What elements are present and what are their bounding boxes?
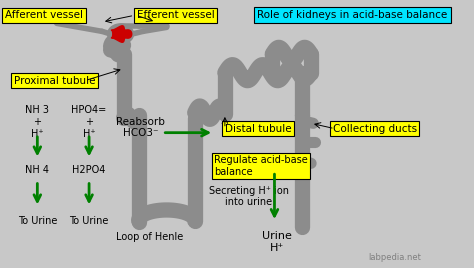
Text: Proximal tubule: Proximal tubule [14, 76, 95, 86]
Text: NH 4: NH 4 [25, 165, 49, 175]
Polygon shape [111, 26, 132, 42]
Text: Distal tubule: Distal tubule [225, 124, 292, 134]
Text: Afferent vessel: Afferent vessel [5, 10, 83, 20]
Text: Efferent vessel: Efferent vessel [137, 10, 214, 20]
Text: H2PO4: H2PO4 [73, 165, 106, 175]
Text: NH 3
+
H⁺: NH 3 + H⁺ [25, 105, 49, 139]
Text: Urine
H⁺: Urine H⁺ [262, 231, 292, 253]
Text: Reabsorb
HCO3⁻: Reabsorb HCO3⁻ [117, 117, 165, 138]
Text: To Urine: To Urine [18, 216, 57, 226]
Text: Secreting H⁺ ion
into urine: Secreting H⁺ ion into urine [209, 186, 289, 207]
Text: Role of kidneys in acid-base balance: Role of kidneys in acid-base balance [257, 10, 447, 20]
Text: Regulate acid-base
balance: Regulate acid-base balance [214, 155, 308, 177]
Text: HPO4=
+
H⁺: HPO4= + H⁺ [72, 105, 107, 139]
Text: Collecting ducts: Collecting ducts [333, 124, 417, 134]
Text: labpedia.net: labpedia.net [369, 254, 422, 262]
Polygon shape [108, 24, 134, 44]
Text: Loop of Henle: Loop of Henle [116, 232, 183, 242]
Text: To Urine: To Urine [69, 216, 109, 226]
